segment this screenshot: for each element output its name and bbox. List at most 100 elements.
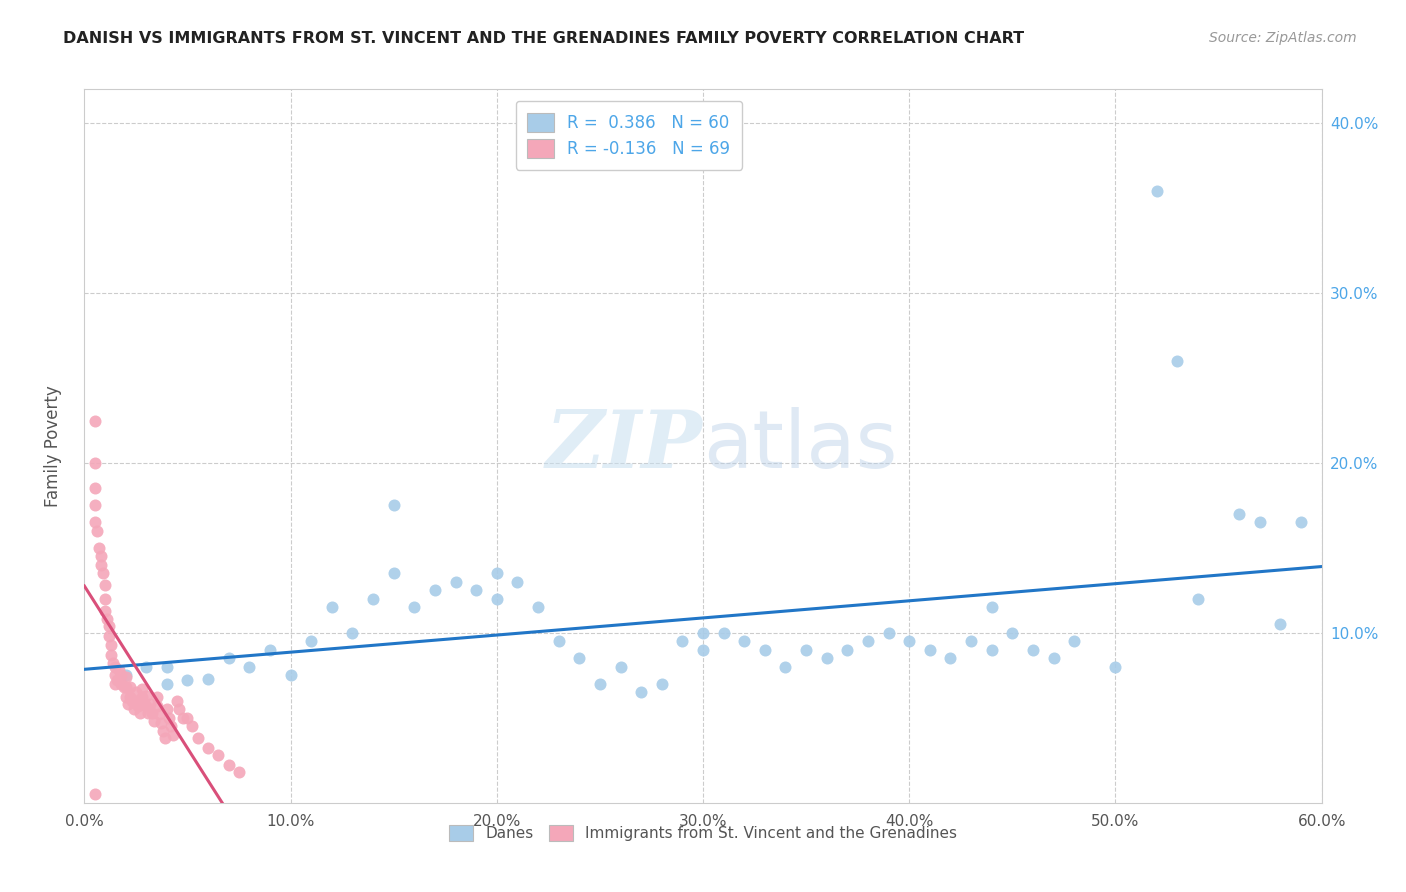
- Point: [125, 685, 148, 699]
- Text: atlas: atlas: [703, 407, 897, 485]
- Point: [131, 690, 153, 705]
- Point: [136, 706, 159, 720]
- Point: [1289, 516, 1312, 530]
- Point: [180, 719, 202, 733]
- Point: [100, 638, 122, 652]
- Point: [815, 651, 838, 665]
- Point: [877, 626, 900, 640]
- Point: [939, 651, 962, 665]
- Point: [404, 600, 426, 615]
- Point: [960, 634, 983, 648]
- Y-axis label: Family Poverty: Family Poverty: [44, 385, 62, 507]
- Point: [83, 516, 105, 530]
- Point: [1270, 617, 1292, 632]
- Point: [141, 706, 163, 720]
- Point: [96, 612, 118, 626]
- Point: [1022, 643, 1045, 657]
- Point: [589, 677, 612, 691]
- Legend: Danes, Immigrants from St. Vincent and the Grenadines: Danes, Immigrants from St. Vincent and t…: [441, 817, 965, 848]
- Point: [83, 482, 105, 496]
- Point: [172, 711, 194, 725]
- Point: [122, 702, 145, 716]
- Point: [465, 583, 488, 598]
- Point: [83, 787, 105, 801]
- Point: [98, 619, 121, 633]
- Point: [135, 689, 157, 703]
- Point: [105, 673, 128, 688]
- Text: DANISH VS IMMIGRANTS FROM ST. VINCENT AND THE GRENADINES FAMILY POVERTY CORRELAT: DANISH VS IMMIGRANTS FROM ST. VINCENT AN…: [63, 31, 1025, 46]
- Point: [91, 566, 114, 581]
- Point: [856, 634, 879, 648]
- Point: [104, 677, 127, 691]
- Text: ZIP: ZIP: [546, 408, 703, 484]
- Point: [131, 681, 153, 696]
- Point: [135, 660, 157, 674]
- Point: [94, 591, 117, 606]
- Point: [127, 698, 149, 713]
- Point: [100, 648, 122, 662]
- Point: [118, 680, 141, 694]
- Point: [207, 748, 229, 763]
- Point: [90, 549, 112, 564]
- Point: [342, 626, 364, 640]
- Point: [176, 711, 198, 725]
- Point: [980, 643, 1002, 657]
- Point: [280, 668, 302, 682]
- Point: [733, 634, 755, 648]
- Point: [754, 643, 776, 657]
- Point: [238, 660, 260, 674]
- Point: [713, 626, 735, 640]
- Point: [87, 541, 110, 555]
- Point: [143, 714, 166, 729]
- Point: [145, 698, 167, 713]
- Point: [197, 672, 219, 686]
- Point: [485, 566, 508, 581]
- Point: [156, 677, 179, 691]
- Point: [382, 566, 405, 581]
- Point: [1166, 354, 1188, 368]
- Point: [83, 413, 105, 427]
- Point: [1042, 651, 1064, 665]
- Point: [918, 643, 941, 657]
- Point: [112, 680, 135, 694]
- Point: [187, 731, 209, 746]
- Point: [103, 657, 125, 671]
- Point: [166, 694, 188, 708]
- Point: [121, 694, 143, 708]
- Point: [547, 634, 569, 648]
- Point: [527, 600, 550, 615]
- Point: [1146, 184, 1168, 198]
- Point: [775, 660, 797, 674]
- Text: Source: ZipAtlas.com: Source: ZipAtlas.com: [1209, 31, 1357, 45]
- Point: [794, 643, 817, 657]
- Point: [125, 694, 148, 708]
- Point: [114, 690, 136, 705]
- Point: [630, 685, 652, 699]
- Point: [90, 558, 112, 572]
- Point: [382, 499, 405, 513]
- Point: [114, 670, 136, 684]
- Point: [110, 668, 132, 682]
- Point: [321, 600, 343, 615]
- Point: [157, 711, 180, 725]
- Point: [152, 724, 174, 739]
- Point: [692, 626, 714, 640]
- Point: [692, 643, 714, 657]
- Point: [1227, 507, 1250, 521]
- Point: [228, 765, 250, 780]
- Point: [506, 574, 529, 589]
- Point: [176, 673, 198, 688]
- Point: [167, 702, 190, 716]
- Point: [110, 677, 132, 691]
- Point: [1001, 626, 1024, 640]
- Point: [361, 591, 384, 606]
- Point: [145, 690, 167, 705]
- Point: [104, 660, 127, 674]
- Point: [117, 698, 139, 712]
- Point: [94, 578, 117, 592]
- Point: [149, 715, 172, 730]
- Point: [1104, 660, 1126, 674]
- Point: [156, 702, 179, 716]
- Point: [651, 677, 673, 691]
- Point: [980, 600, 1002, 615]
